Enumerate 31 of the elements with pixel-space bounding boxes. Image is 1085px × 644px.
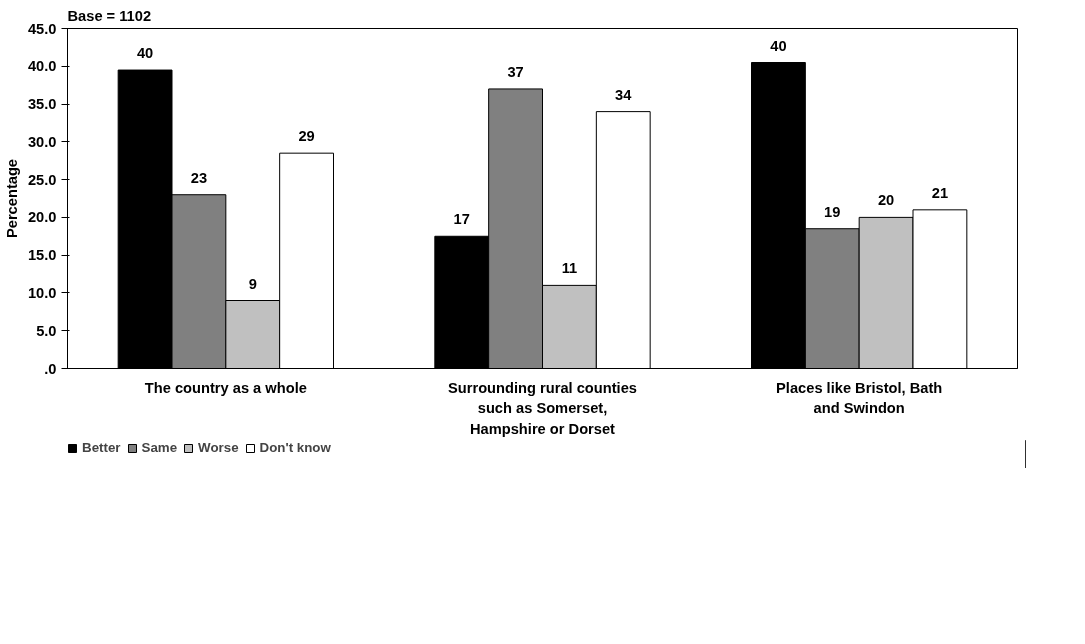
data-label: 20 (877, 192, 895, 209)
x-tick-label: The country as a whole (144, 379, 307, 396)
legend-label: Same (141, 440, 178, 455)
y-tick-label: 10.0 (27, 284, 57, 301)
y-axis-title: Percentage (3, 158, 20, 239)
data-label: 9 (248, 275, 257, 292)
y-tick-label: 35.0 (27, 96, 57, 113)
y-tick-label: 5.0 (36, 322, 57, 339)
y-tick-label: 25.0 (27, 171, 57, 188)
y-tick-label: 30.0 (27, 133, 57, 150)
data-label: 17 (453, 211, 470, 228)
data-label: 40 (136, 45, 154, 62)
data-label: 23 (190, 169, 208, 186)
data-label: 40 (770, 37, 787, 54)
data-label: 34 (615, 86, 633, 103)
data-label: 37 (507, 63, 524, 80)
legend-label: Don't know (259, 440, 331, 455)
data-label: 19 (824, 203, 841, 220)
text: Base = 1102 (67, 7, 152, 24)
data-label: 11 (561, 260, 578, 277)
y-tick-label: 45.0 (27, 20, 57, 37)
legend-label: Worse (198, 440, 239, 455)
y-tick-label: 15.0 (27, 247, 57, 264)
legend-label: Better (82, 440, 121, 455)
y-tick-label: 40.0 (27, 58, 57, 75)
y-tick-label: 20.0 (27, 209, 57, 226)
data-label: 29 (298, 128, 315, 145)
y-tick-label: .0 (44, 360, 57, 377)
x-tick-label: Surrounding rural counties such as Somerset, Hampshire or Dorset (448, 379, 637, 438)
data-label: 21 (931, 184, 949, 201)
x-tick-label: Places like Bristol, Bath and Swindon (776, 379, 943, 417)
